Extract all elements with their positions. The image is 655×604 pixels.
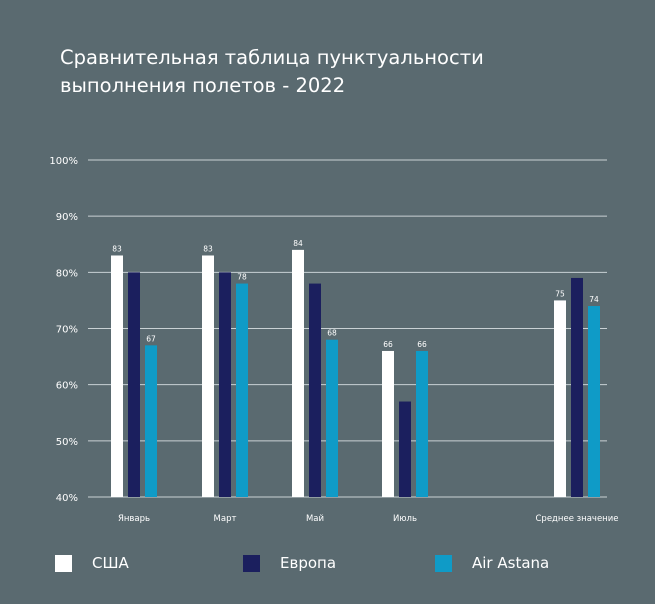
legend-swatch-europe xyxy=(243,554,260,572)
legend-label-usa: США xyxy=(92,554,129,572)
x-tick-label-2: Май xyxy=(306,514,324,524)
data-label-usa-3: 66 xyxy=(383,340,393,349)
legend-label-airastana: Air Astana xyxy=(472,554,550,572)
chart-legend: США Европа Air Astana xyxy=(55,551,549,575)
bar-usa-3 xyxy=(382,350,394,497)
y-tick-label-1: 90% xyxy=(56,212,78,223)
y-tick-label-5: 50% xyxy=(56,437,78,448)
x-tick-label-4: Среднее значение xyxy=(535,514,618,524)
legend-label-europe: Европа xyxy=(280,554,337,572)
legend-item-usa: США xyxy=(55,554,243,572)
chart-title-line-1: Сравнительная таблица пунктуальности xyxy=(60,46,484,69)
bar-europe-1 xyxy=(219,272,231,497)
y-tick-label-0: 100% xyxy=(49,156,78,167)
bar-airastana-0 xyxy=(145,345,157,497)
data-label-usa-1: 83 xyxy=(203,244,213,253)
bar-airastana-1 xyxy=(236,283,248,497)
bar-usa-2 xyxy=(292,249,304,497)
x-tick-label-1: Март xyxy=(214,514,237,524)
data-label-usa-0: 83 xyxy=(112,244,122,253)
y-tick-label-2: 80% xyxy=(56,268,78,279)
legend-item-airastana: Air Astana xyxy=(435,554,549,572)
bar-europe-4 xyxy=(571,277,583,497)
data-label-airastana-2: 68 xyxy=(327,329,337,338)
chart-title-line-2: выполнения полетов - 2022 xyxy=(60,74,346,97)
data-label-airastana-4: 74 xyxy=(589,295,599,304)
chart-title: Сравнительная таблица пунктуальности вып… xyxy=(60,44,620,100)
bar-europe-0 xyxy=(128,272,140,497)
bar-airastana-2 xyxy=(326,339,338,497)
legend-swatch-usa xyxy=(55,554,72,572)
bar-airastana-3 xyxy=(416,350,428,497)
data-label-airastana-3: 66 xyxy=(417,340,427,349)
bar-usa-0 xyxy=(111,255,123,497)
bar-usa-1 xyxy=(202,255,214,497)
bar-usa-4 xyxy=(554,300,566,497)
chart-plot: 100% 90% 80% 70% 60% 50% 40% 83 67 Январь 83 78 Март… xyxy=(49,156,618,524)
y-tick-label-4: 60% xyxy=(56,381,78,392)
legend-item-europe: Европа xyxy=(243,554,435,572)
data-label-airastana-1: 78 xyxy=(237,273,247,282)
data-label-airastana-0: 67 xyxy=(146,334,156,343)
x-tick-label-0: Январь xyxy=(118,514,150,524)
legend-swatch-airastana xyxy=(435,554,452,572)
bar-airastana-4 xyxy=(588,306,600,497)
y-tick-label-3: 70% xyxy=(56,325,78,336)
y-tick-label-6: 40% xyxy=(56,493,78,504)
data-label-usa-2: 84 xyxy=(293,239,303,248)
data-label-usa-4: 75 xyxy=(555,289,565,298)
x-tick-label-3: Июль xyxy=(393,514,417,524)
bar-europe-2 xyxy=(309,283,321,497)
bar-europe-3 xyxy=(399,401,411,497)
